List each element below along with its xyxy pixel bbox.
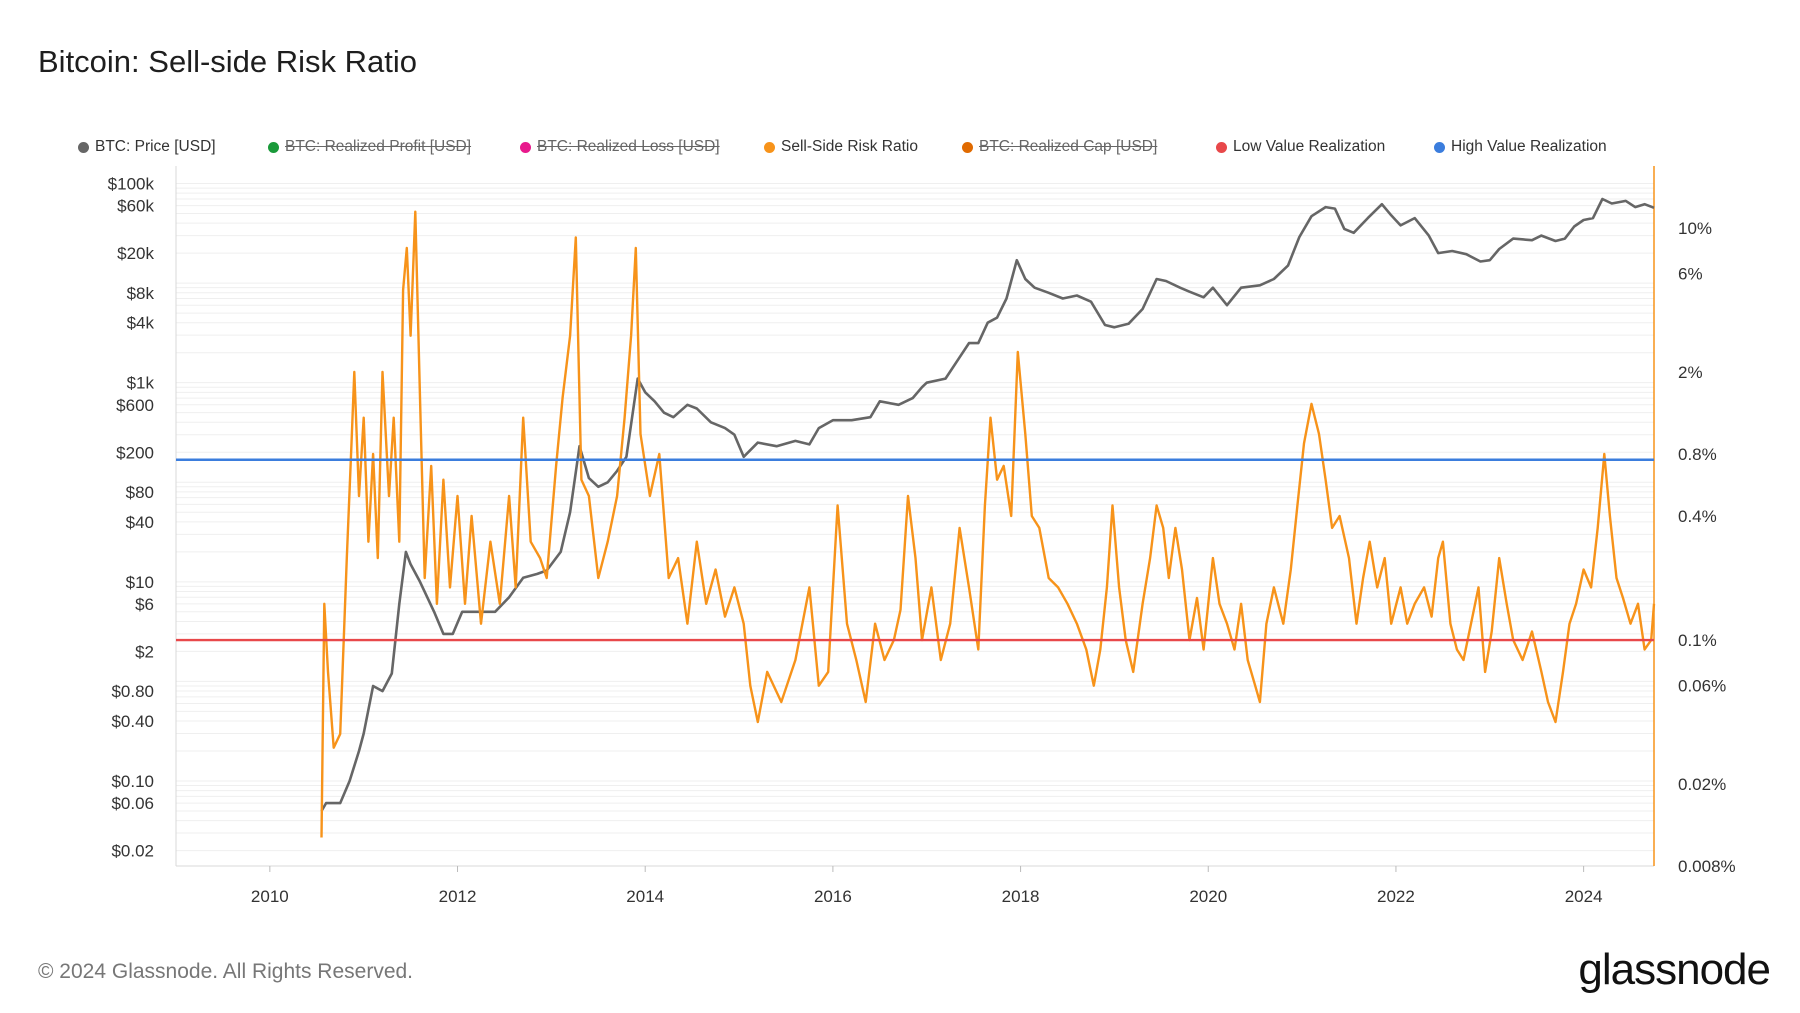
legend-dot-icon (1434, 141, 1445, 153)
legend-dot-icon (764, 141, 775, 153)
y-left-tick-label: $0.40 (111, 712, 154, 731)
y-left-tick-label: $2 (135, 642, 154, 661)
y-right-tick-label: 0.06% (1678, 677, 1726, 696)
y-right-tick-label: 0.4% (1678, 507, 1717, 526)
y-right-tick-label: 0.1% (1678, 631, 1717, 650)
x-tick-label: 2010 (251, 887, 289, 906)
legend-item[interactable]: BTC: Realized Loss [USD] (520, 138, 720, 156)
legend-dot-icon (1216, 141, 1227, 153)
y-left-tick-label: $4k (127, 314, 155, 333)
x-tick-label: 2022 (1377, 887, 1415, 906)
btc-price-line (320, 197, 1655, 812)
legend-item[interactable]: BTC: Realized Cap [USD] (962, 138, 1157, 156)
legend-label: BTC: Realized Profit [USD] (285, 138, 472, 155)
legend-item[interactable]: BTC: Price [USD] (78, 138, 216, 156)
y-left-tick-label: $20k (117, 244, 154, 263)
legend-label: Sell-Side Risk Ratio (781, 138, 918, 155)
y-left-tick-label: $60k (117, 197, 154, 216)
y-left-tick-label: $100k (108, 175, 155, 194)
glassnode-logo[interactable]: glassnode (1578, 945, 1771, 994)
y-left-tick-label: $0.80 (111, 682, 154, 701)
y-left-tick-label: $80 (126, 483, 154, 502)
legend-item[interactable]: Low Value Realization (1216, 138, 1385, 156)
y-left-tick-label: $6 (135, 595, 154, 614)
y-left-tick-label: $0.02 (111, 842, 154, 861)
copyright-footer: © 2024 Glassnode. All Rights Reserved. (38, 960, 414, 983)
legend-label: BTC: Realized Cap [USD] (979, 138, 1158, 155)
sell-side-risk-ratio-line (320, 210, 1656, 838)
legend-label: BTC: Price [USD] (95, 138, 216, 155)
x-tick-label: 2024 (1565, 887, 1603, 906)
legend-dot-icon (268, 141, 279, 153)
legend: BTC: Price [USD] BTC: Realized Profit [US… (78, 138, 1678, 162)
x-tick-label: 2012 (439, 887, 477, 906)
y-right-tick-label: 2% (1678, 363, 1703, 382)
legend-label: Low Value Realization (1233, 138, 1386, 155)
x-tick-label: 2020 (1189, 887, 1227, 906)
y-left-tick-label: $200 (116, 443, 154, 462)
y-right-tick-label: 0.8% (1678, 445, 1717, 464)
x-tick-label: 2014 (626, 887, 664, 906)
y-left-tick-label: $0.10 (111, 772, 154, 791)
y-left-tick-label: $0.06 (111, 794, 154, 813)
y-left-tick-label: $40 (126, 513, 154, 532)
legend-item[interactable]: Sell-Side Risk Ratio (764, 138, 918, 156)
y-left-tick-label: $10 (126, 573, 154, 592)
y-left-tick-label: $8k (127, 284, 155, 303)
x-tick-label: 2016 (814, 887, 852, 906)
y-right-tick-label: 0.02% (1678, 775, 1726, 794)
y-right-tick-label: 6% (1678, 265, 1703, 284)
legend-dot-icon (78, 141, 89, 153)
chart-title: Bitcoin: Sell-side Risk Ratio (38, 44, 418, 79)
x-tick-label: 2018 (1002, 887, 1040, 906)
y-right-tick-label: 10% (1678, 219, 1712, 238)
y-left-tick-label: $600 (116, 396, 154, 415)
legend-label: BTC: Realized Loss [USD] (537, 138, 720, 155)
y-right-tick-label: 0.008% (1678, 857, 1736, 876)
legend-item[interactable]: High Value Realization (1434, 138, 1607, 156)
legend-dot-icon (520, 141, 531, 153)
y-left-tick-label: $1k (127, 374, 155, 393)
legend-item[interactable]: BTC: Realized Profit [USD] (268, 138, 471, 156)
legend-dot-icon (962, 141, 973, 153)
legend-label: High Value Realization (1451, 138, 1607, 155)
